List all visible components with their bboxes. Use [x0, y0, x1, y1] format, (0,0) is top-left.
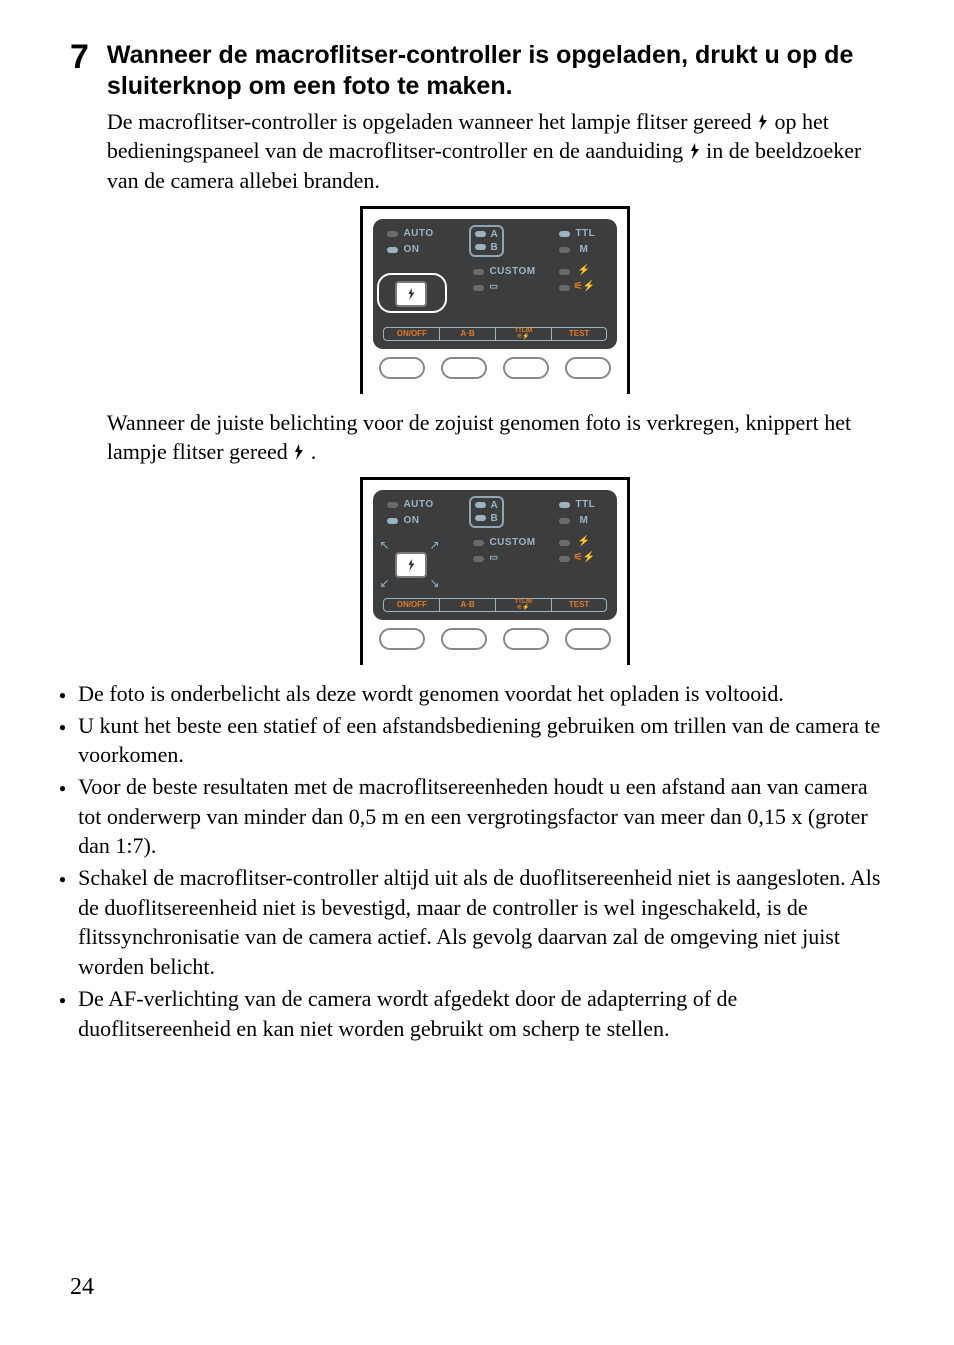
bolt-small-icon: ⚡ — [577, 265, 590, 276]
a-label: A — [490, 500, 498, 511]
b-indicator — [475, 515, 486, 521]
control-panel: AUTO ON A B CUSTOM ▭ TTL M — [360, 206, 630, 394]
blank-indicator — [473, 556, 484, 562]
button-label-row: ON/OFF A·B TTL/M⚟⚡ TEST — [383, 598, 607, 612]
paragraph-2: Wanneer de juiste belichting voor de zoj… — [107, 408, 884, 467]
m-label: M — [579, 244, 588, 255]
auto-label: AUTO — [403, 228, 433, 239]
button-row — [371, 628, 619, 650]
b-label: B — [490, 242, 498, 253]
onoff-label: ON/OFF — [384, 599, 440, 611]
ttl-indicator — [559, 502, 570, 508]
step-number: 7 — [70, 40, 89, 74]
m-label: M — [579, 515, 588, 526]
button-row — [371, 357, 619, 379]
a-indicator — [475, 502, 486, 508]
ttl-label: TTL — [575, 228, 595, 239]
onoff-label: ON/OFF — [384, 328, 440, 340]
list-item: De foto is onderbelicht als deze wordt g… — [59, 679, 884, 709]
panel-button — [565, 357, 611, 379]
arrow-icon: ↖ — [379, 538, 389, 553]
para2-a: Wanneer de juiste belichting voor de zoj… — [107, 410, 851, 465]
panel-button — [503, 357, 549, 379]
panel-button — [441, 357, 487, 379]
wave-indicator — [559, 556, 570, 562]
m-indicator — [559, 518, 570, 524]
battery-icon: ▭ — [489, 552, 498, 563]
ab-button-label: A·B — [440, 599, 496, 611]
bolt-indicator — [559, 540, 570, 546]
control-panel: AUTO ON A B CUSTOM ▭ TTL M — [360, 477, 630, 665]
wave-icon: ⚟⚡ — [573, 281, 595, 292]
button-label-row: ON/OFF A·B TTL/M⚟⚡ TEST — [383, 327, 607, 341]
page-number: 24 — [70, 1274, 94, 1301]
auto-indicator — [387, 502, 398, 508]
flash-icon — [407, 558, 416, 572]
panel-button — [379, 357, 425, 379]
custom-indicator — [473, 540, 484, 546]
on-label: ON — [403, 515, 419, 526]
auto-indicator — [387, 231, 398, 237]
notes-list: De foto is onderbelicht als deze wordt g… — [59, 679, 884, 1043]
test-label: TEST — [552, 599, 607, 611]
custom-label: CUSTOM — [489, 266, 535, 277]
b-label: B — [490, 513, 498, 524]
panel-button — [441, 628, 487, 650]
battery-icon: ▭ — [489, 281, 498, 292]
ab-group: A B — [469, 496, 504, 528]
blank-indicator — [473, 285, 484, 291]
control-panel-figure-1: AUTO ON A B CUSTOM ▭ TTL M — [107, 206, 884, 394]
ab-button-label: A·B — [440, 328, 496, 340]
on-indicator — [387, 518, 398, 524]
on-indicator — [387, 247, 398, 253]
arrow-icon: ↘ — [429, 576, 439, 591]
b-indicator — [475, 244, 486, 250]
wave-indicator — [559, 285, 570, 291]
ttl-indicator — [559, 231, 570, 237]
para2-b: . — [305, 439, 316, 464]
custom-indicator — [473, 269, 484, 275]
list-item: U kunt het beste een statief of een afst… — [59, 711, 884, 770]
para1-a: De macroflitser-controller is opgeladen … — [107, 109, 757, 134]
arrow-icon: ↗ — [429, 538, 439, 553]
on-label: ON — [403, 244, 419, 255]
list-item: De AF-verlichting van de camera wordt af… — [59, 984, 884, 1043]
panel-button — [565, 628, 611, 650]
highlight-oval — [377, 273, 447, 313]
panel-button — [379, 628, 425, 650]
bolt-indicator — [559, 269, 570, 275]
bolt-small-icon: ⚡ — [577, 536, 590, 547]
test-label: TEST — [552, 328, 607, 340]
flash-icon — [293, 443, 305, 461]
ttlm-label: TTL/M⚟⚡ — [496, 599, 552, 611]
control-panel-figure-2: AUTO ON A B CUSTOM ▭ TTL M — [107, 477, 884, 665]
wave-icon: ⚟⚡ — [573, 552, 595, 563]
custom-label: CUSTOM — [489, 537, 535, 548]
ab-group: A B — [469, 225, 504, 257]
arrow-icon: ↙ — [379, 576, 389, 591]
panel-button — [503, 628, 549, 650]
list-item: Voor de beste resultaten met de macrofli… — [59, 772, 884, 861]
flash-icon — [689, 142, 701, 160]
a-label: A — [490, 229, 498, 240]
step-heading: Wanneer de macroflitser-controller is op… — [107, 40, 884, 103]
paragraph-1: De macroflitser-controller is opgeladen … — [107, 107, 884, 196]
flash-icon — [757, 113, 769, 131]
m-indicator — [559, 247, 570, 253]
ttlm-label: TTL/M⚟⚡ — [496, 328, 552, 340]
a-indicator — [475, 231, 486, 237]
ttl-label: TTL — [575, 499, 595, 510]
auto-label: AUTO — [403, 499, 433, 510]
flash-ready-lamp — [395, 552, 427, 578]
list-item: Schakel de macroflitser-controller altij… — [59, 863, 884, 982]
